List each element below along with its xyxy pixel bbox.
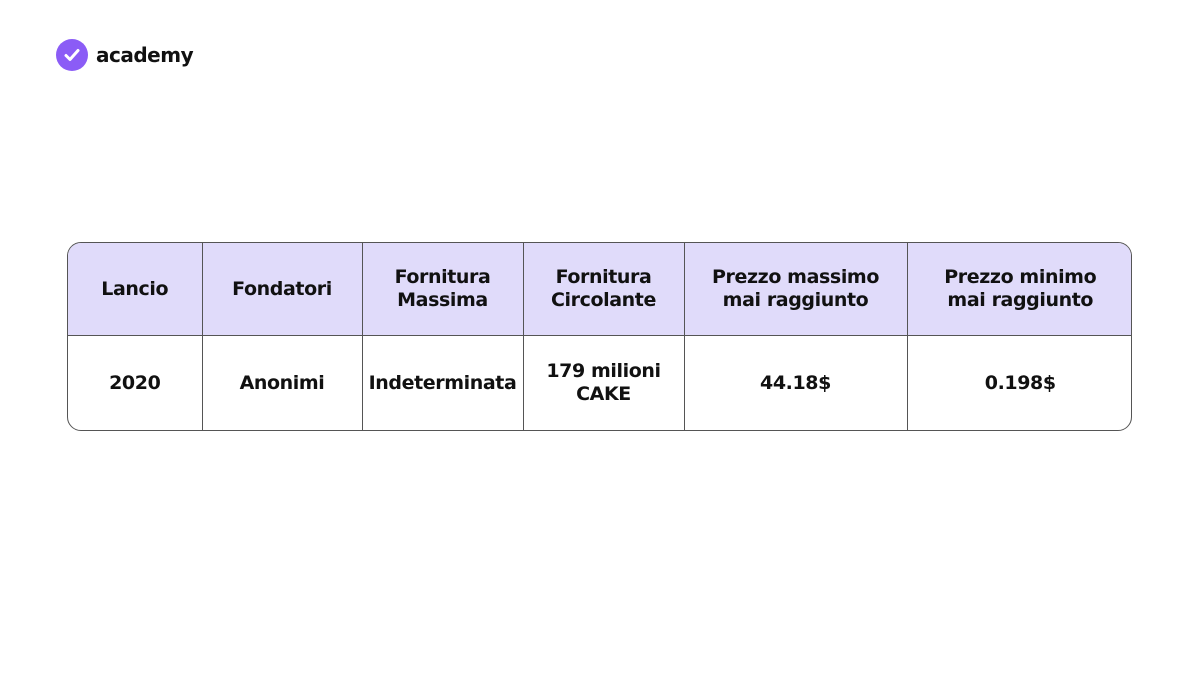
logo: academy <box>56 39 194 71</box>
cell-line: 2020 <box>109 371 161 394</box>
cell-line: Fornitura <box>555 266 652 288</box>
cell-line: mai raggiunto <box>722 289 869 311</box>
header-cell: Prezzo massimo mai raggiunto <box>683 243 908 336</box>
header-cell: Prezzo minimo mai raggiunto <box>906 243 1131 336</box>
logo-icon <box>56 39 88 71</box>
cell-line: Anonimi <box>239 371 325 394</box>
data-cell: 179 milioni CAKE <box>522 335 685 430</box>
cell-line: Fondatori <box>232 277 332 300</box>
logo-text: academy <box>96 43 194 67</box>
table: Lancio Fondatori Fornitura Massima Fornitura… <box>68 243 1131 430</box>
cell-line: Prezzo minimo <box>944 266 1097 288</box>
cell-line: Fornitura <box>394 266 491 288</box>
data-cell: Anonimi <box>201 335 363 430</box>
header-cell: Fornitura Circolante <box>522 243 685 336</box>
header-row: Lancio Fondatori Fornitura Massima Fornitura… <box>68 243 1131 336</box>
cell-line: Circolante <box>551 289 656 311</box>
table-container: Lancio Fondatori Fornitura Massima Fornitura… <box>67 242 1132 431</box>
data-cell: Indeterminata <box>361 335 524 430</box>
data-cell: 0.198$ <box>906 335 1131 430</box>
header-cell: Fornitura Massima <box>361 243 524 336</box>
cell-line: CAKE <box>576 383 631 405</box>
cell-line: Indeterminata <box>368 371 517 394</box>
cell-line: mai raggiunto <box>947 289 1094 311</box>
header-cell: Lancio <box>68 243 203 336</box>
cell-line: Lancio <box>101 277 169 300</box>
cell-line: Prezzo massimo <box>712 266 879 288</box>
cell-line: 0.198$ <box>984 371 1056 394</box>
cell-line: 44.18$ <box>760 371 831 394</box>
data-cell: 44.18$ <box>683 335 908 430</box>
header-cell: Fondatori <box>201 243 363 336</box>
data-cell: 2020 <box>68 335 203 430</box>
data-row: 2020 Anonimi Indeterminata 179 milioni CAKE 4… <box>68 335 1131 430</box>
cell-line: 179 milioni <box>546 360 661 382</box>
cell-line: Massima <box>397 289 488 311</box>
